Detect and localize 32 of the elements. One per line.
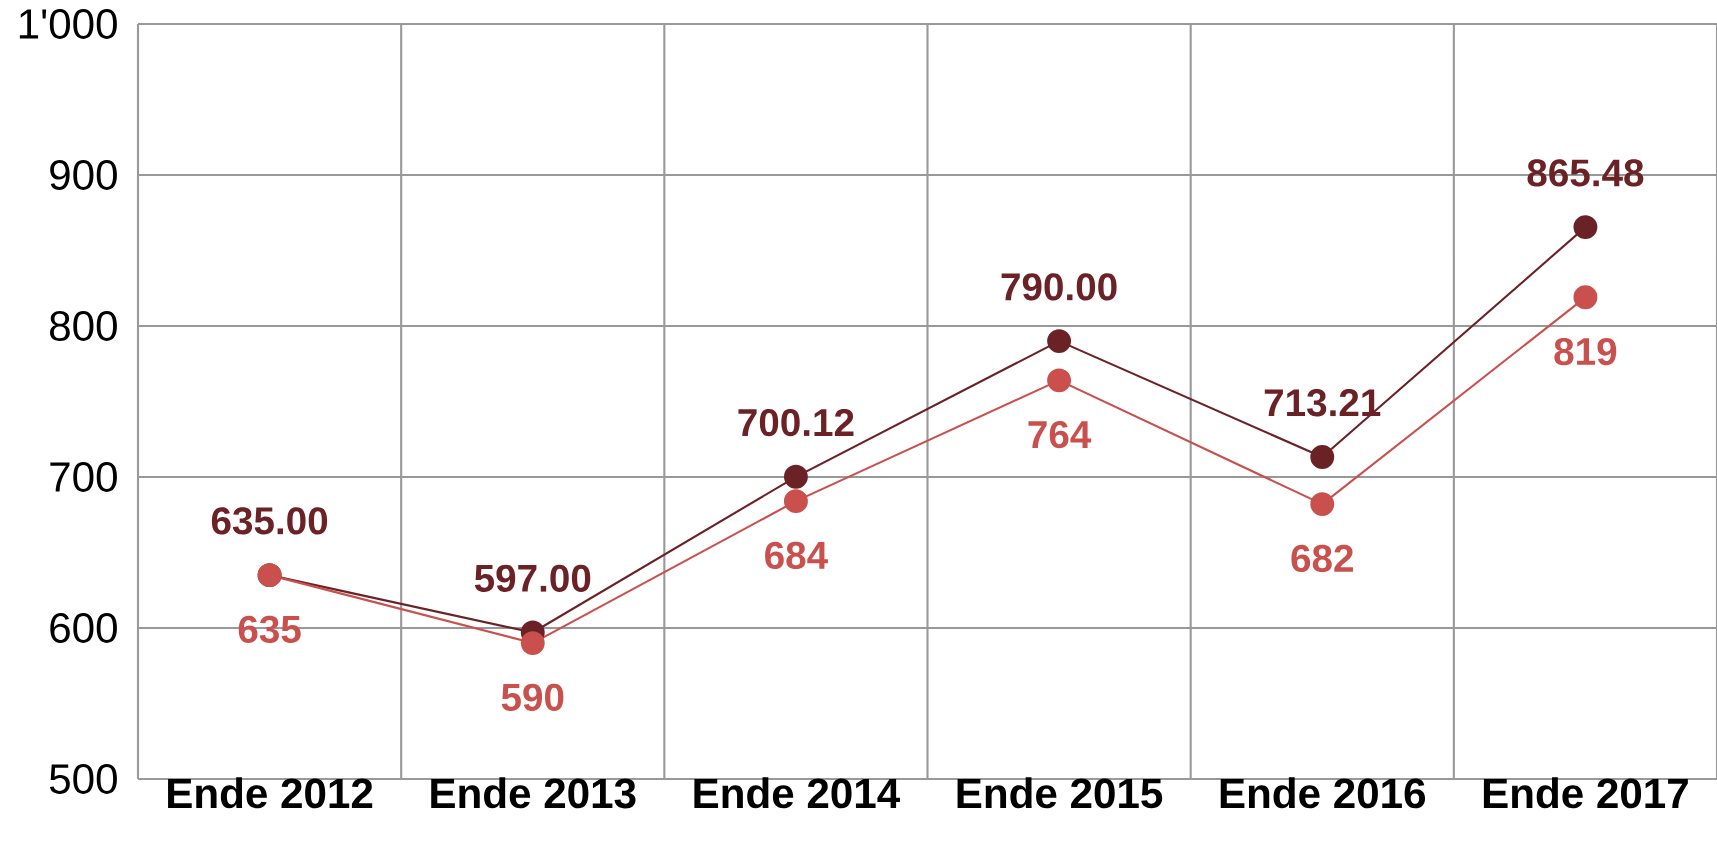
point xyxy=(783,464,808,489)
y-tick-label: 600 xyxy=(50,613,117,643)
point xyxy=(1573,215,1598,240)
x-tick-label: Ende 2015 xyxy=(957,777,1163,809)
y-tick-label: 700 xyxy=(50,462,117,492)
data-label: 682 xyxy=(1291,544,1353,573)
y-tick-label: 1'000 xyxy=(19,9,117,39)
point xyxy=(1047,329,1072,354)
point xyxy=(1047,368,1072,393)
data-label: 790.00 xyxy=(1001,273,1117,301)
data-label: 597.00 xyxy=(474,564,591,592)
y-tick-label: 900 xyxy=(50,160,117,190)
data-label: 635.00 xyxy=(211,507,328,535)
y-tick-label: 500 xyxy=(49,764,117,794)
point xyxy=(1310,445,1335,469)
x-tick-label: Ende 2017 xyxy=(1483,777,1688,809)
data-label: 700.12 xyxy=(738,408,854,437)
point xyxy=(1573,285,1598,310)
data-label: 684 xyxy=(765,541,828,570)
data-label: 764 xyxy=(1028,420,1092,449)
data-label: 713.21 xyxy=(1264,389,1381,417)
point xyxy=(520,631,545,656)
data-label: 819 xyxy=(1554,337,1617,366)
x-tick-label: Ende 2012 xyxy=(168,777,373,809)
data-label: 590 xyxy=(501,683,564,711)
x-tick-label: Ende 2013 xyxy=(431,777,636,809)
y-tick-label: 800 xyxy=(50,311,117,341)
point xyxy=(1310,492,1335,517)
point xyxy=(783,489,808,514)
x-tick-label: Ende 2014 xyxy=(694,777,900,809)
x-tick-label: Ende 2016 xyxy=(1220,777,1426,809)
data-label: 865.48 xyxy=(1527,159,1644,187)
